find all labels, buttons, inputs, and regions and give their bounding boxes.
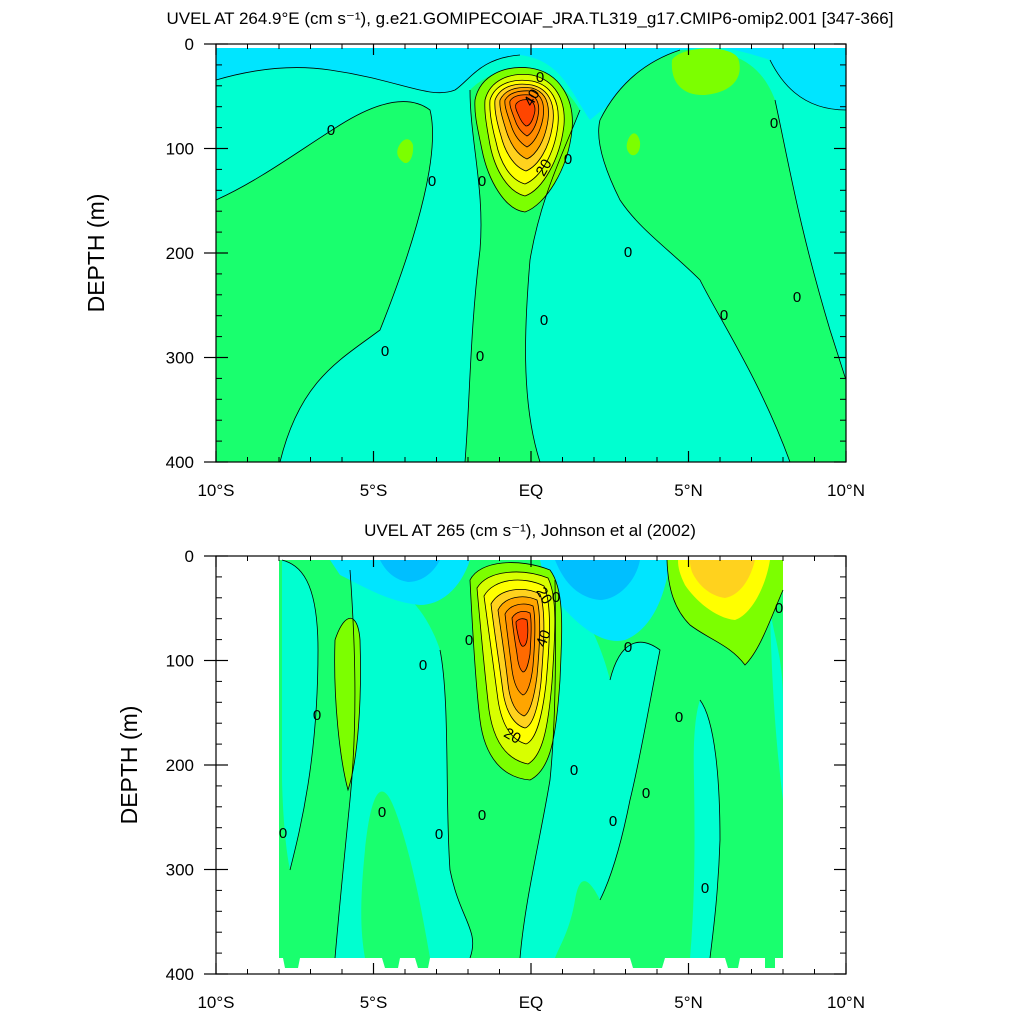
bottom-surface-blue-west [380,560,440,582]
contour-label: 40 [533,628,555,649]
bottom-zero-contour-c [439,649,474,959]
top-contour-labels: 0 40 0 0 0 20 0 0 0 0 0 0 0 0 [327,69,801,365]
contour-label: 0 [419,657,427,674]
bottom-zero-contour-b [334,569,356,959]
contour-label: 0 [624,244,632,261]
top-plot-area [216,44,846,462]
y-tick-label: 300 [166,861,194,880]
contour-label: 20 [532,584,555,607]
bottom-cyan-streak-5 [770,610,783,800]
top-core-ring-8 [515,99,536,127]
top-light-green-pocket-mid [626,133,641,156]
contour-label: 0 [476,348,484,365]
x-tick-label: 5°N [674,481,703,500]
contour-label: 0 [428,173,436,190]
bottom-cyan-streak-1 [282,560,318,870]
x-tick-label: 5°N [674,993,703,1012]
contour-label: 0 [435,826,443,843]
contour-label: 0 [675,709,683,726]
contour-label: 0 [564,151,572,168]
contour-label: 0 [570,762,578,779]
y-tick-label: 0 [185,547,194,566]
contour-label: 0 [720,307,728,324]
contour-label: 0 [701,880,709,897]
contour-label: 0 [327,122,335,139]
bottom-zero-contour-f [699,699,721,959]
contour-label: 0 [552,589,560,606]
bottom-zero-contour-g [666,559,784,666]
y-tick-label: 300 [166,349,194,368]
top-zero-contour-e [598,119,791,462]
x-tick-label: 5°S [360,993,388,1012]
contour-label: 0 [536,69,544,86]
bottom-y-axis-label: DEPTH (m) [116,706,142,825]
x-tick-label: EQ [519,481,544,500]
top-zero-contour-a [216,54,521,94]
contour-label: 20 [533,156,556,179]
contour-label: 0 [478,173,486,190]
contour-label: 0 [609,813,617,830]
contour-label: 0 [540,312,548,329]
contour-label: 0 [793,289,801,306]
contour-label: 20 [501,725,524,748]
y-tick-label: 0 [185,35,194,54]
bottom-surface-blue-east [555,560,640,600]
y-tick-label: 200 [166,244,194,263]
contour-label: 0 [642,785,650,802]
bottom-zero-contour-h [334,618,361,792]
bottom-surface-cyan [330,560,470,605]
x-tick-label: 10°N [827,481,865,500]
top-zero-contour-d [525,109,581,462]
bottom-zero-contour-e [599,641,661,901]
top-green-east-region [598,49,846,462]
bottom-panel: UVEL AT 265 (cm s⁻¹), Johnson et al (200… [116,521,865,1012]
top-zero-contour-g [774,99,846,381]
contour-label: 0 [381,343,389,360]
y-tick-label: 400 [166,965,194,984]
y-tick-label: 200 [166,756,194,775]
bottom-gold-ne [690,560,755,598]
x-tick-label: 5°S [360,481,388,500]
bottom-zero-contour-a [281,559,319,871]
top-title: UVEL AT 264.9°E (cm s⁻¹), g.e21.GOMIPECO… [167,9,894,28]
top-green-west-region [216,101,433,462]
y-tick-label: 400 [166,453,194,472]
x-tick-label: 10°S [197,993,234,1012]
top-y-axis-label: DEPTH (m) [83,194,109,313]
bottom-zero-contour-d [519,579,556,959]
contour-label: 0 [624,639,632,656]
bottom-cyan-streak-4 [690,700,720,958]
top-zero-contour-f [599,49,681,121]
top-light-green-patch-ne [671,48,740,96]
y-tick-label: 100 [166,652,194,671]
x-tick-label: EQ [519,993,544,1012]
x-tick-label: 10°N [827,993,865,1012]
bottom-contour-labels: 20 0 40 0 0 0 0 20 0 0 0 0 0 0 0 0 0 0 [279,584,783,897]
contour-label: 0 [313,707,321,724]
top-zero-contour-c [464,89,482,462]
contour-label: 0 [279,825,287,842]
y-tick-label: 100 [166,140,194,159]
top-panel: UVEL AT 264.9°E (cm s⁻¹), g.e21.GOMIPECO… [83,9,893,500]
top-light-green-pocket-west [397,139,414,164]
contour-label: 0 [378,804,386,821]
top-zero-contour-h [769,59,846,111]
contour-label: 0 [478,807,486,824]
bottom-cyan-streak-2 [335,570,473,958]
bottom-cyan-streak-3 [520,580,660,958]
contour-label: 0 [465,632,473,649]
bottom-plot-area [216,556,846,974]
contour-label: 0 [770,115,778,132]
bottom-title: UVEL AT 265 (cm s⁻¹), Johnson et al (200… [364,521,696,540]
contour-label: 40 [521,86,544,109]
top-cyan-region [216,44,846,120]
x-tick-label: 10°S [197,481,234,500]
bottom-core-ring-8 [515,618,529,647]
top-zero-contour-b [216,101,433,462]
contour-label: 0 [775,600,783,617]
